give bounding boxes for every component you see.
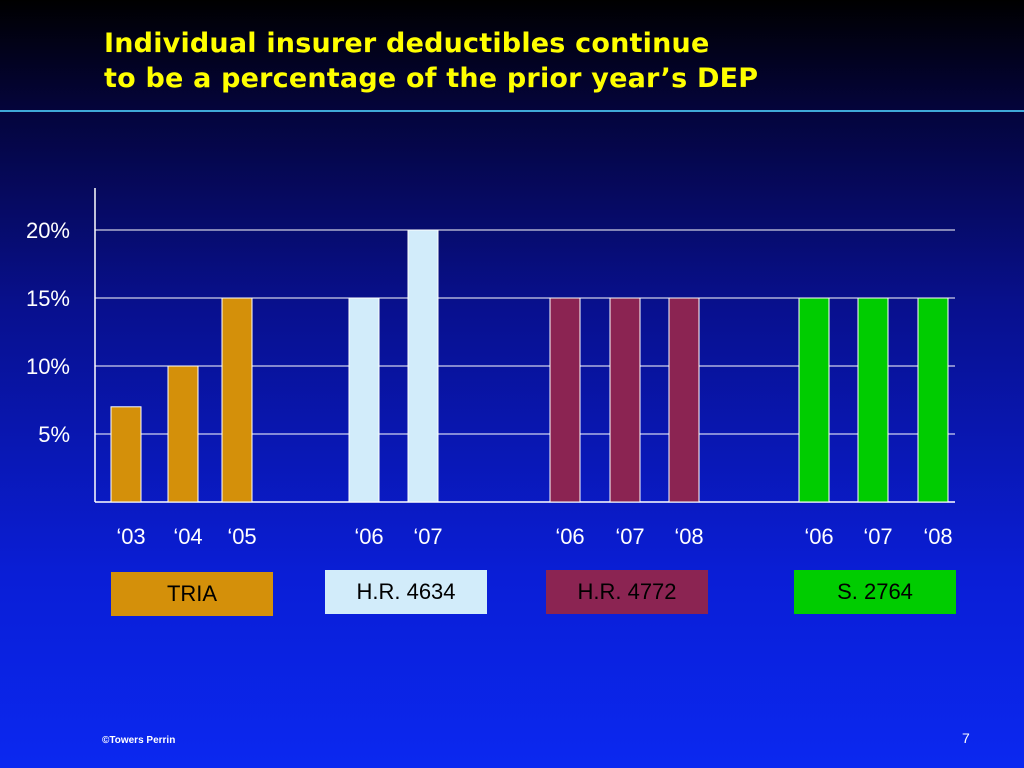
slide-title-line-2: to be a percentage of the prior year’s D… [104, 63, 759, 94]
slide-title-line-1: Individual insurer deductibles continue [104, 28, 710, 59]
deductible-bar-chart: 5% 10% 15% 20% ‘03 ‘04 ‘05 ‘06 ‘07 ‘06 ‘07 ‘08 ‘06 ‘0… [26, 218, 952, 549]
x-tick-label: ‘06 [354, 524, 383, 549]
bar-s-2764-1 [857, 297, 889, 503]
copyright-footer: ©Towers Perrin [102, 735, 176, 746]
bar-tria-0 [110, 406, 142, 503]
legend-s-2764: S. 2764 [794, 570, 956, 614]
title-divider [0, 110, 1024, 112]
slide-title: Individual insurer deductibles continue … [104, 26, 758, 96]
page-number: 7 [962, 730, 970, 746]
bar-h-r-4634-1 [407, 229, 439, 503]
bar-s-2764-2 [917, 297, 949, 503]
y-tick-label: 20% [26, 218, 70, 243]
x-tick-label: ‘06 [555, 524, 584, 549]
x-tick-label: ‘07 [413, 524, 442, 549]
x-tick-label: ‘03 [116, 524, 145, 549]
bar-h-r-4772-1 [609, 297, 641, 503]
bar-h-r-4772-2 [668, 297, 700, 503]
bar-h-r-4634-0 [348, 297, 380, 503]
x-tick-label: ‘04 [173, 524, 202, 549]
legend-hr-4772: H.R. 4772 [546, 570, 708, 614]
y-tick-label: 5% [38, 422, 70, 447]
x-tick-label: ‘07 [615, 524, 644, 549]
x-tick-label: ‘06 [804, 524, 833, 549]
bar-tria-2 [221, 297, 253, 503]
bar-tria-1 [167, 365, 199, 503]
x-tick-label: ‘05 [227, 524, 256, 549]
x-tick-label: ‘07 [863, 524, 892, 549]
y-tick-label: 10% [26, 354, 70, 379]
bar-h-r-4772-0 [549, 297, 581, 503]
x-tick-label: ‘08 [923, 524, 952, 549]
legend-tria: TRIA [111, 572, 273, 616]
y-tick-label: 15% [26, 286, 70, 311]
x-tick-label: ‘08 [674, 524, 703, 549]
legend-hr-4634: H.R. 4634 [325, 570, 487, 614]
bar-s-2764-0 [798, 297, 830, 503]
